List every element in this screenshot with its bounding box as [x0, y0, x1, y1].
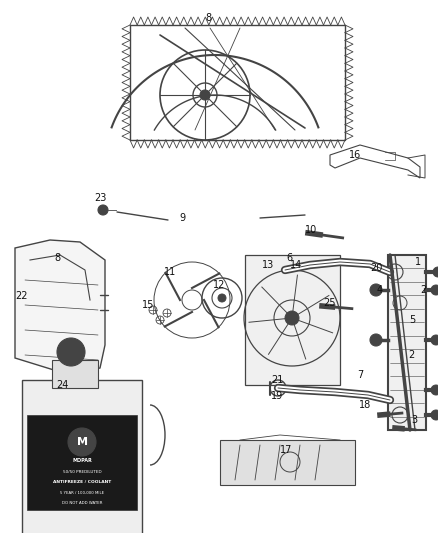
Text: 5 YEAR / 100,000 MILE: 5 YEAR / 100,000 MILE	[60, 491, 104, 495]
Text: 8: 8	[54, 253, 60, 263]
Text: 16: 16	[349, 150, 361, 160]
Circle shape	[200, 90, 210, 100]
Text: 10: 10	[305, 225, 317, 235]
Text: ANTIFREEZE / COOLANT: ANTIFREEZE / COOLANT	[53, 480, 111, 484]
Text: 23: 23	[94, 193, 106, 203]
Text: 7: 7	[357, 370, 363, 380]
Bar	[245, 255, 340, 385]
Circle shape	[431, 410, 438, 420]
Circle shape	[431, 285, 438, 295]
Text: DO NOT ADD WATER: DO NOT ADD WATER	[62, 501, 102, 505]
Text: MOPAR: MOPAR	[72, 457, 92, 463]
Text: 15: 15	[142, 300, 154, 310]
Text: 11: 11	[164, 267, 176, 277]
Text: 5: 5	[409, 315, 415, 325]
Polygon shape	[15, 240, 105, 375]
Text: 50/50 PREDILUTED: 50/50 PREDILUTED	[63, 470, 101, 474]
Bar	[388, 255, 426, 430]
Text: 17: 17	[280, 445, 292, 455]
Circle shape	[370, 334, 382, 346]
Text: 2: 2	[420, 285, 426, 295]
Circle shape	[370, 284, 382, 296]
Bar	[130, 25, 345, 140]
Text: 3: 3	[411, 415, 417, 425]
Text: 25: 25	[324, 298, 336, 308]
Text: 22: 22	[16, 291, 28, 301]
Circle shape	[431, 335, 438, 345]
Text: 2: 2	[408, 350, 414, 360]
Text: 8: 8	[205, 13, 211, 23]
Bar	[22, 380, 142, 533]
Text: 9: 9	[179, 213, 185, 223]
Circle shape	[57, 338, 85, 366]
Bar	[27, 415, 137, 510]
Text: 18: 18	[359, 400, 371, 410]
Circle shape	[68, 428, 96, 456]
Text: 12: 12	[213, 280, 225, 290]
Text: 21: 21	[271, 375, 283, 385]
Circle shape	[218, 294, 226, 302]
Circle shape	[433, 267, 438, 277]
Text: 1: 1	[415, 257, 421, 267]
Text: 20: 20	[370, 263, 382, 273]
Text: 4: 4	[377, 285, 383, 295]
Circle shape	[285, 311, 299, 325]
Circle shape	[431, 385, 438, 395]
Text: M: M	[77, 437, 88, 447]
Circle shape	[98, 205, 108, 215]
Bar	[52, 360, 98, 388]
Text: 6: 6	[286, 253, 292, 263]
Text: 24: 24	[56, 380, 68, 390]
Text: 13: 13	[262, 260, 274, 270]
Text: 19: 19	[271, 391, 283, 401]
Bar	[220, 440, 355, 485]
Text: 14: 14	[290, 260, 302, 270]
